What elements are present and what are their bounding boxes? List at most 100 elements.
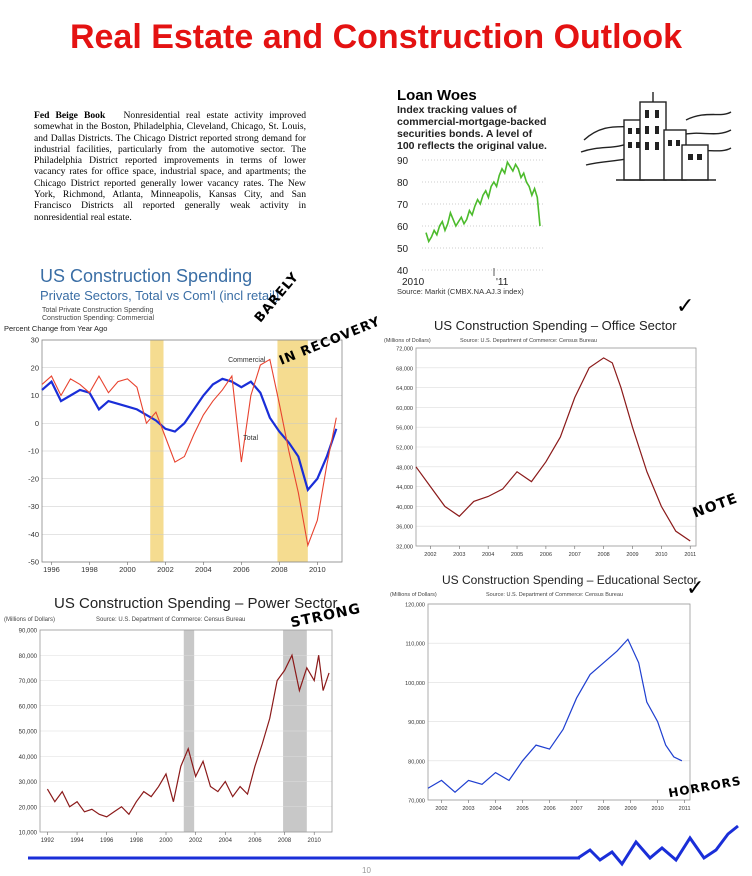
y-tick-label: -20 xyxy=(28,474,39,483)
x-tick-label: '11 xyxy=(496,277,509,288)
plot-frame xyxy=(39,629,333,833)
x-tick-label: 2004 xyxy=(482,552,494,558)
x-tick-label: 2004 xyxy=(489,806,501,812)
x-tick-label: 2010 xyxy=(309,565,326,572)
y-tick-label: 40,000 xyxy=(19,755,38,761)
x-tick-label: 1996 xyxy=(43,565,60,572)
y-tick-label: 56,000 xyxy=(396,426,413,432)
educational-sector-chart: US Construction Spending – Educational S… xyxy=(390,573,698,812)
power-chart-title: US Construction Spending – Power Sector xyxy=(54,595,337,612)
x-tick-label: 2003 xyxy=(462,806,474,812)
edu-chart-units: (Millions of Dollars) xyxy=(390,592,437,598)
x-tick-label: 2002 xyxy=(435,806,447,812)
edu-chart-title: US Construction Spending – Educational S… xyxy=(442,573,698,587)
y-tick-label: -10 xyxy=(28,447,39,456)
x-tick-label: 2011 xyxy=(679,806,691,812)
power-chart-source: Source: U.S. Department of Commerce: Cen… xyxy=(96,617,245,623)
building-sketch-image xyxy=(580,92,732,181)
us-construction-spending-chart: US Construction Spending Private Sectors… xyxy=(4,266,343,572)
plot-frame xyxy=(41,339,343,563)
x-tick-label: 2010 xyxy=(402,277,425,288)
x-tick-label: 2000 xyxy=(159,838,173,844)
y-tick-label: 60,000 xyxy=(19,704,38,710)
x-tick-label: 1998 xyxy=(130,838,144,844)
loan-chart-subtitle: Index tracking values of commercial-mort… xyxy=(397,104,547,152)
y-tick-label: 72,000 xyxy=(396,347,413,353)
y-tick-label: 64,000 xyxy=(396,386,413,392)
edu-chart-source: Source: U.S. Department of Commerce: Cen… xyxy=(486,592,623,598)
y-tick-label: 90,000 xyxy=(408,720,425,726)
y-tick-label: 52,000 xyxy=(396,446,413,452)
x-tick-label: 2008 xyxy=(271,565,288,572)
series-label-commercial: Commercial xyxy=(228,357,266,364)
y-tick-label: 70 xyxy=(397,200,409,211)
x-tick-label: 2006 xyxy=(540,552,552,558)
y-tick-label: 50,000 xyxy=(19,730,38,736)
y-tick-label: -40 xyxy=(28,530,39,539)
x-tick-label: 2010 xyxy=(651,806,663,812)
y-tick-label: 120,000 xyxy=(405,603,425,609)
y-tick-label: 70,000 xyxy=(408,799,425,805)
y-tick-label: 60 xyxy=(397,222,409,233)
annotation-check-edu: ✓ xyxy=(686,576,706,601)
y-tick-label: 50 xyxy=(397,244,409,255)
y-tick-label: 20 xyxy=(31,363,39,372)
y-tick-label: 48,000 xyxy=(396,465,413,471)
x-tick-label: 2007 xyxy=(569,552,581,558)
series-line xyxy=(41,358,337,548)
loan-chart-title: Loan Woes xyxy=(397,87,477,104)
y-tick-label: 40,000 xyxy=(396,505,413,511)
loan-chart-source: Source: Markit (CMBX.NA.AJ.3 index) xyxy=(397,287,524,296)
spending-legend-note-total: Total Private Construction Spending xyxy=(42,307,153,314)
x-tick-label: 2006 xyxy=(233,565,250,572)
y-tick-label: 0 xyxy=(35,419,39,428)
office-sector-chart: US Construction Spending – Office Sector… xyxy=(384,318,697,558)
beige-book-heading: Fed Beige Book xyxy=(34,110,106,121)
plot-frame xyxy=(427,603,691,801)
spending-legend-note-commercial: Construction Spending: Commercial xyxy=(42,315,154,322)
beige-book-body: Nonresidential real estate activity impr… xyxy=(34,110,306,223)
page-number: 10 xyxy=(362,866,371,875)
x-tick-label: 2008 xyxy=(598,552,610,558)
x-tick-label: 2010 xyxy=(655,552,667,558)
y-tick-label: 70,000 xyxy=(19,679,38,685)
power-chart-units: (Millions of Dollars) xyxy=(4,617,55,623)
y-tick-label: 80,000 xyxy=(408,759,425,765)
x-tick-label: 2011 xyxy=(684,552,696,558)
loan-woes-chart: Loan Woes Index tracking values of comme… xyxy=(397,87,547,296)
page-title: Real Estate and Construction Outlook xyxy=(69,18,683,56)
x-tick-label: 1992 xyxy=(41,838,55,844)
footer-rule xyxy=(28,824,739,867)
x-tick-label: 2002 xyxy=(424,552,436,558)
y-tick-label: 68,000 xyxy=(396,366,413,372)
y-tick-label: 60,000 xyxy=(396,406,413,412)
spending-chart-title: US Construction Spending xyxy=(40,266,252,286)
x-tick-label: 2002 xyxy=(189,838,203,844)
y-tick-label: 40 xyxy=(397,266,409,277)
x-tick-label: 2002 xyxy=(157,565,174,572)
x-tick-label: 2004 xyxy=(219,838,233,844)
x-tick-label: 1998 xyxy=(81,565,98,572)
y-tick-label: 80 xyxy=(397,178,409,189)
x-tick-label: 1994 xyxy=(70,838,84,844)
plot-frame xyxy=(415,347,697,547)
y-tick-label: 44,000 xyxy=(396,485,413,491)
y-tick-label: 80,000 xyxy=(19,654,38,660)
y-tick-label: 90 xyxy=(397,156,409,167)
series-line xyxy=(427,638,683,793)
y-tick-label: -30 xyxy=(28,502,39,511)
x-tick-label: 2000 xyxy=(119,565,136,572)
y-tick-label: 110,000 xyxy=(406,642,425,648)
y-tick-label: 100,000 xyxy=(405,681,425,687)
y-tick-label: -50 xyxy=(28,558,39,567)
office-chart-source: Source: U.S. Department of Commerce: Cen… xyxy=(460,338,597,344)
office-chart-units: (Millions of Dollars) xyxy=(384,338,431,344)
x-tick-label: 2009 xyxy=(624,806,636,812)
series-label-total: Total xyxy=(243,435,258,442)
x-tick-label: 2004 xyxy=(195,565,212,572)
power-plot-area: 90,000 80,000 70,000 60,000 50,000 40,000 30,0… xyxy=(19,629,333,844)
x-tick-label: 2010 xyxy=(308,838,322,844)
spending-chart-subtitle: Private Sectors, Total vs Com'l (incl re… xyxy=(40,288,279,303)
